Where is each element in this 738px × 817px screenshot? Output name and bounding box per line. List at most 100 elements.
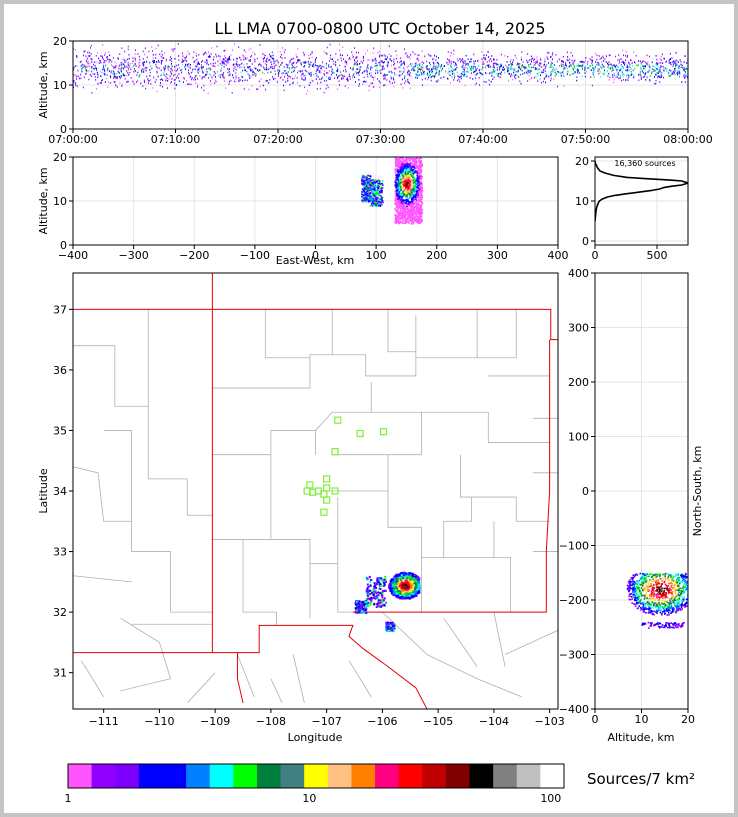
source-point — [406, 213, 408, 216]
source-point — [390, 55, 392, 57]
source-point — [371, 60, 373, 63]
source-point — [300, 75, 302, 78]
source-point — [402, 158, 404, 160]
source-point — [400, 197, 403, 200]
source-point — [346, 63, 348, 66]
source-point — [377, 183, 379, 186]
source-point — [368, 72, 370, 75]
source-point — [545, 81, 547, 84]
source-point — [418, 220, 420, 223]
source-point — [374, 65, 376, 68]
source-point — [672, 63, 674, 66]
source-point — [197, 68, 199, 71]
source-point — [395, 167, 398, 170]
source-point — [233, 58, 235, 61]
source-point — [402, 203, 404, 205]
source-point — [409, 58, 411, 60]
source-point — [618, 77, 620, 80]
source-point — [532, 66, 534, 69]
source-point — [216, 56, 218, 58]
source-point — [395, 221, 398, 223]
source-point — [386, 79, 388, 81]
source-point — [404, 176, 407, 178]
source-point — [397, 209, 399, 212]
source-point — [640, 62, 642, 64]
county-boundary — [443, 497, 472, 558]
source-point — [417, 206, 420, 209]
source-point — [377, 186, 380, 188]
source-point — [406, 167, 409, 170]
source-point — [102, 44, 104, 46]
source-point — [562, 72, 564, 74]
source-point — [296, 65, 298, 68]
source-point — [397, 159, 399, 162]
source-point — [98, 57, 100, 60]
source-point — [462, 68, 464, 71]
source-point — [258, 80, 260, 83]
source-point — [550, 66, 552, 68]
source-point — [368, 189, 370, 191]
source-point — [531, 58, 533, 61]
source-point — [488, 66, 490, 68]
source-point — [331, 70, 333, 73]
source-point — [513, 68, 515, 71]
source-point — [291, 58, 293, 60]
source-point — [510, 65, 512, 68]
source-point — [248, 88, 250, 91]
source-point — [198, 68, 200, 71]
source-point — [400, 66, 402, 69]
source-point — [462, 64, 464, 67]
source-point — [550, 61, 552, 63]
source-point — [394, 209, 397, 211]
source-point — [397, 200, 400, 202]
source-point — [381, 68, 383, 71]
source-point — [210, 67, 212, 69]
source-point — [167, 69, 169, 71]
source-point — [239, 56, 241, 59]
source-point — [398, 157, 401, 160]
source-point — [255, 75, 257, 77]
source-point — [435, 69, 437, 71]
source-point — [422, 73, 424, 76]
source-point — [397, 198, 400, 201]
source-point — [315, 70, 317, 73]
source-point — [414, 62, 416, 65]
source-point — [373, 198, 376, 201]
source-point — [180, 69, 182, 72]
source-point — [428, 68, 430, 70]
source-point — [161, 59, 163, 62]
source-point — [133, 70, 135, 73]
source-point — [388, 53, 390, 56]
source-point — [283, 84, 285, 87]
source-point — [228, 57, 230, 60]
source-point — [104, 71, 106, 73]
source-point — [559, 58, 561, 61]
source-point — [346, 61, 348, 63]
source-point — [414, 162, 417, 165]
source-point — [402, 218, 404, 221]
source-point — [418, 197, 421, 200]
source-point — [410, 203, 412, 206]
source-point — [617, 66, 619, 68]
source-point — [602, 55, 604, 58]
x-tick-label: −300 — [119, 249, 149, 262]
source-point — [165, 58, 167, 61]
source-point — [476, 67, 478, 70]
source-point — [223, 61, 225, 64]
source-point — [202, 71, 204, 74]
source-point — [414, 180, 417, 182]
source-point — [323, 51, 325, 53]
source-point — [404, 82, 406, 84]
source-point — [412, 63, 414, 65]
source-point — [182, 52, 184, 55]
source-point — [418, 173, 421, 175]
source-point — [392, 576, 395, 579]
source-point — [351, 76, 353, 79]
source-point — [407, 164, 410, 166]
source-point — [487, 51, 489, 53]
source-point — [381, 200, 384, 202]
source-point — [189, 67, 191, 69]
source-point — [221, 64, 223, 67]
source-point — [383, 75, 385, 78]
source-point — [363, 187, 366, 190]
